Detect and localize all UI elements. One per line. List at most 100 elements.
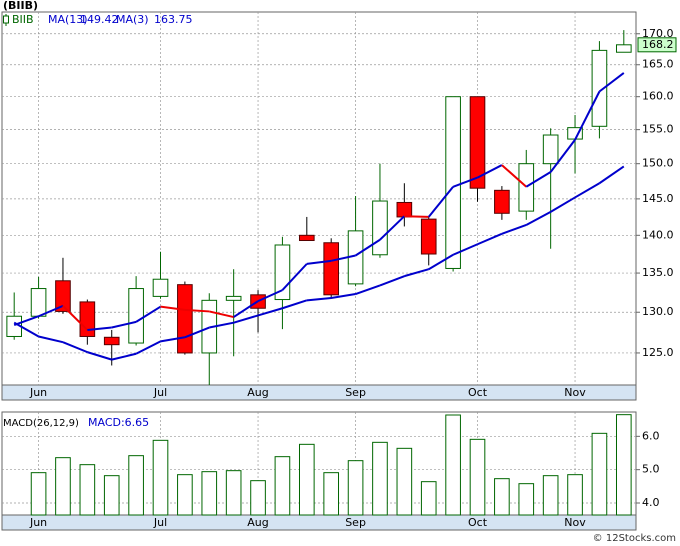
ma-line — [87, 351, 113, 361]
bar — [420, 481, 437, 516]
ma-line — [281, 263, 308, 291]
bar — [274, 456, 291, 516]
chart-title: (BIIB) — [3, 0, 38, 12]
ma-line — [257, 307, 283, 317]
ma-line — [184, 326, 210, 339]
legend-icon — [3, 15, 9, 24]
ma-line — [549, 139, 576, 173]
candle-body — [79, 301, 96, 337]
candle-body — [420, 218, 437, 255]
y-tick-label: 135.0 — [642, 266, 674, 279]
x-tick-label: Nov — [564, 386, 586, 399]
y-tick-label: 4.0 — [642, 496, 660, 509]
bar — [30, 472, 47, 516]
candle-body — [372, 200, 388, 256]
ma-line — [62, 341, 88, 354]
footer: © 12Stocks.com — [593, 533, 676, 544]
ma-line — [501, 224, 527, 235]
candle-body — [445, 96, 461, 269]
bar — [518, 483, 535, 516]
ma-line — [135, 340, 161, 355]
ma-line — [160, 305, 186, 311]
ma-line — [257, 289, 283, 303]
bar — [298, 443, 315, 516]
ma-line — [404, 268, 430, 278]
ma-line — [525, 210, 552, 226]
legend-label: MA(13) — [48, 13, 88, 26]
ma-line — [306, 296, 332, 302]
x-tick-label: Aug — [247, 516, 268, 529]
ma-line — [598, 72, 625, 93]
ma-line — [233, 300, 259, 318]
bar — [469, 438, 486, 516]
ma-line — [111, 320, 137, 329]
ma-line — [501, 164, 527, 188]
ma-line — [38, 335, 64, 344]
ma-line — [87, 326, 112, 331]
ma-line — [452, 243, 478, 256]
ma-line — [452, 176, 478, 188]
y-tick-label: 165.0 — [642, 58, 674, 71]
date-band — [1, 514, 637, 531]
candle-body — [469, 96, 486, 189]
candle-body — [177, 284, 193, 354]
y-tick-label: 170.0 — [642, 27, 674, 40]
ma-line — [477, 164, 503, 179]
candle-body — [152, 278, 169, 297]
ma-line — [184, 308, 210, 313]
bar — [128, 455, 144, 516]
ma-line — [428, 253, 454, 271]
bar — [494, 478, 510, 516]
y-tick-label: 155.0 — [642, 123, 674, 136]
bar — [79, 464, 96, 516]
ma-line — [331, 293, 356, 299]
ma-line — [355, 238, 381, 257]
ma-line — [38, 304, 64, 318]
bar — [225, 470, 242, 516]
candle-body — [55, 280, 71, 312]
ma-line — [574, 91, 601, 141]
bar — [396, 447, 413, 516]
legend-value: 163.75 — [154, 13, 193, 26]
bar — [55, 457, 71, 516]
bar — [103, 475, 120, 516]
bar — [201, 471, 218, 516]
ma-line — [160, 336, 186, 343]
ma-line — [427, 186, 454, 218]
bar — [347, 460, 364, 516]
ma-line — [404, 215, 429, 218]
ma-line — [598, 165, 625, 185]
ma-line — [525, 171, 552, 188]
x-tick-label: Jun — [29, 386, 47, 399]
ma-line — [135, 305, 162, 323]
ma-line — [355, 284, 381, 295]
candle-body — [542, 134, 559, 165]
ma-line — [13, 321, 40, 338]
y-tick-label: 150.0 — [642, 157, 674, 170]
ma-line — [379, 275, 405, 287]
date-band — [1, 384, 637, 401]
candle-body — [518, 163, 535, 212]
ma-line — [209, 310, 234, 319]
legend-label: BIIB — [12, 13, 34, 26]
candle-body — [128, 288, 144, 344]
x-tick-label: Oct — [468, 386, 488, 399]
x-tick-label: Jun — [29, 516, 47, 529]
macd-title: MACD(26,12,9) — [3, 418, 79, 429]
y-tick-label: 145.0 — [642, 192, 674, 205]
bar — [615, 414, 632, 516]
candle-body — [103, 336, 120, 346]
bar — [445, 414, 461, 516]
ma-line — [477, 232, 503, 246]
y-tick-label: 130.0 — [642, 305, 674, 318]
candle-body — [323, 242, 340, 296]
x-tick-label: Sep — [345, 516, 366, 529]
ma-line — [111, 352, 137, 361]
x-tick-label: Nov — [564, 516, 586, 529]
ma-line — [62, 305, 89, 331]
candle-body — [396, 201, 413, 218]
bar — [323, 472, 340, 516]
ma-line — [550, 196, 576, 213]
ma-line — [233, 314, 259, 324]
